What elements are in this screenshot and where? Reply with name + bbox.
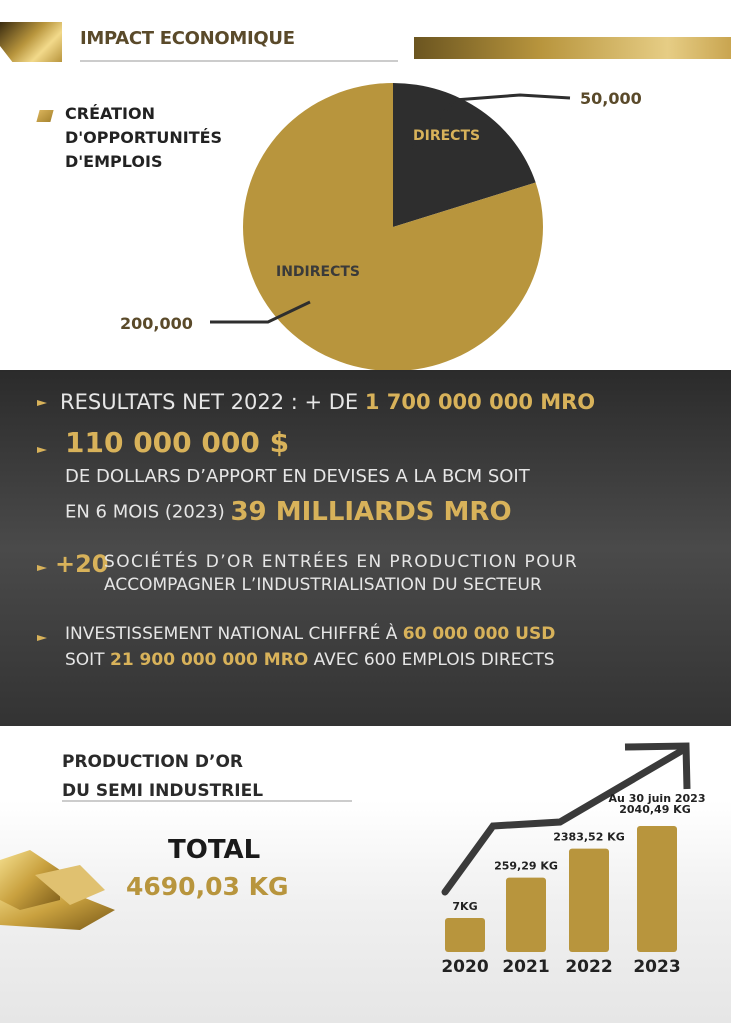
x-tick-label: 2022 [565,957,612,977]
bar-data-label: 2383,52 KG [553,831,624,844]
trend-arrow-head-icon [624,742,691,790]
bullet-arrow-icon [37,400,47,406]
bar-2021 [506,877,546,952]
total-label: TOTAL [168,835,261,865]
bar-2020 [445,917,485,952]
header-decoration [0,22,62,62]
bullet-arrow-icon [37,565,47,571]
heading-line: D'EMPLOIS [65,152,163,171]
dollars-value: 110 000 000 $ [65,426,290,459]
bar-chart: 7KG 2020 259,29 KG 2021 2383,52 KG 2022 2040,4… [441,742,706,977]
pie-slice-indirects [242,83,543,372]
companies-line2: ACCOMPAGNER L’INDUSTRIALISATION DU SECTE… [104,575,542,595]
investment-line2: SOIT 21 900 000 000 MRO AVEC 600 EMPLOIS… [65,650,555,670]
x-tick-label: 2023 [633,957,680,977]
companies-line1: SOCIÉTÉS D’OR ENTRÉES EN PRODUCTION POUR [104,552,579,572]
heading-underline [62,800,352,802]
invest-label: INVESTISSEMENT NATIONAL CHIFFRÉ À [65,624,403,644]
employment-heading: CRÉATION D'OPPORTUNITÉS D'EMPLOIS [65,102,222,174]
heading-line: D'OPPORTUNITÉS [65,128,223,147]
bullet-arrow-icon [37,447,47,453]
bar-data-label: 259,29 KG [494,860,558,873]
production-section [0,726,731,1023]
header-gold-bar [414,37,731,59]
dollars-period: EN 6 MOIS (2023) [65,501,231,523]
heading-line: CRÉATION [65,104,155,123]
pie-chart: DIRECTS INDIRECTS 50,000 200,000 [120,83,642,372]
directs-leader-line [410,93,571,150]
invest-prefix: SOIT [65,650,110,670]
production-heading: PRODUCTION D’OR DU SEMI INDUSTRIEL [62,748,263,806]
dollars-desc: DE DOLLARS D’APPORT EN DEVISES A LA BCM … [65,466,530,487]
x-tick-label: 2020 [441,957,488,977]
net-results-value: 1 700 000 000 MRO [364,390,596,414]
x-tick-label: 2021 [502,957,549,977]
dollars-mro: 39 MILLIARDS MRO [230,497,512,527]
pie-label-directs: DIRECTS [413,128,480,144]
indirects-leader-line [210,300,311,324]
pie-label-indirects: INDIRECTS [276,264,360,280]
page-title: IMPACT ECONOMIQUE [80,28,295,49]
companies-count: +20 [55,550,109,578]
bar-2022 [569,848,609,952]
heading-line: DU SEMI INDUSTRIEL [62,781,264,801]
pie-slice-directs [393,83,536,227]
bar-2023 [637,826,677,952]
bullet-arrow-icon [37,635,47,641]
pie-value-indirects: 200,000 [120,314,193,333]
heading-line: PRODUCTION D’OR [62,752,244,772]
pie-value-directs: 50,000 [580,89,642,108]
results-panel [0,370,731,726]
bar-data-label: 7KG [452,900,477,913]
bar-annotation: Au 30 juin 2023 [609,792,706,805]
dollars-period-line: EN 6 MOIS (2023) 39 MILLIARDS MRO [65,497,512,527]
total-value: 4690,03 KG [126,872,289,901]
bar-data-label: 2040,49 KG [619,803,690,816]
net-results-label: RESULTATS NET 2022 : + DE [60,390,365,414]
investment-line1: INVESTISSEMENT NATIONAL CHIFFRÉ À 60 000… [65,624,555,644]
invest-suffix: AVEC 600 EMPLOIS DIRECTS [308,650,555,670]
invest-value: 60 000 000 USD [402,624,556,644]
net-results: RESULTATS NET 2022 : + DE 1 700 000 000 … [60,390,595,414]
trend-line [441,746,687,896]
gold-bars-icon [0,850,115,930]
title-underline [80,60,398,62]
invest-mro-value: 21 900 000 000 MRO [109,650,309,670]
